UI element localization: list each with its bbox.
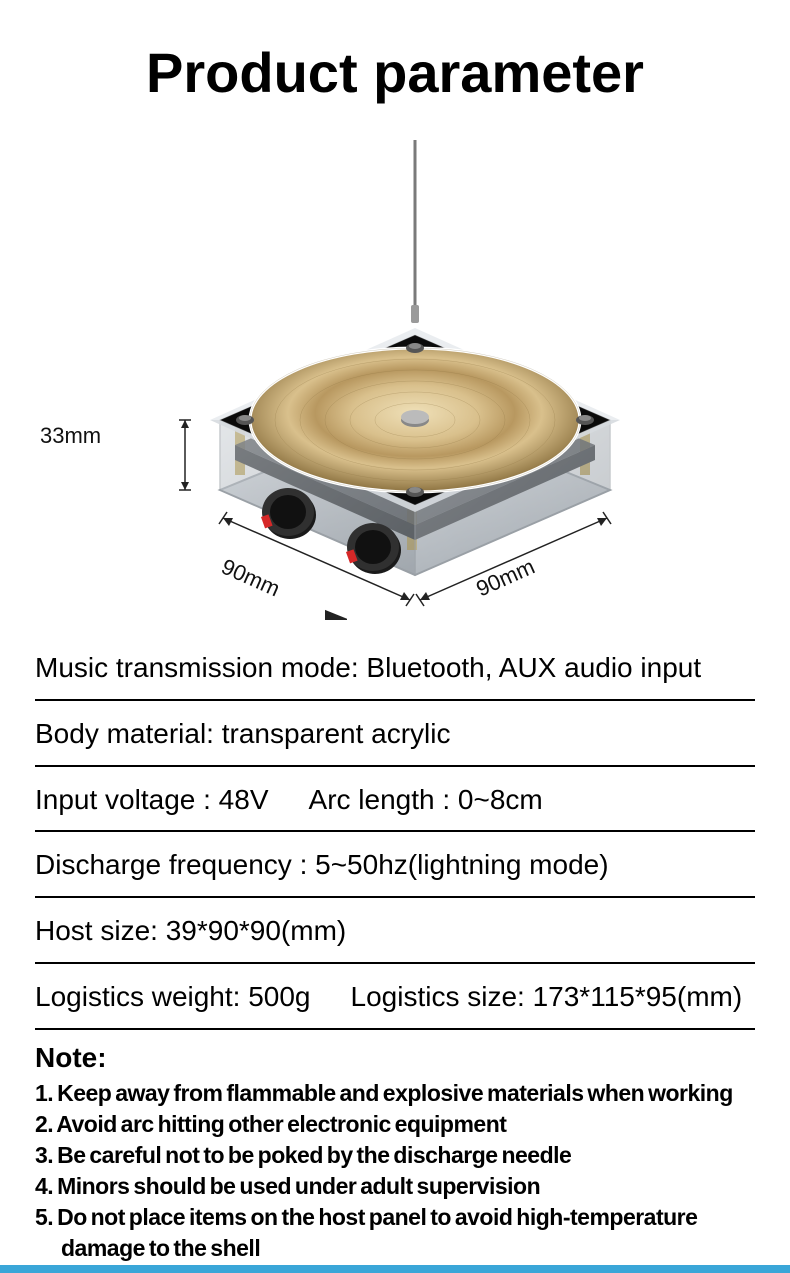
spec-cell: Input voltage : 48V xyxy=(35,781,269,819)
note-item: Be careful not to be poked by the discha… xyxy=(35,1140,755,1171)
spec-row: Logistics weight: 500g Logistics size: 17… xyxy=(35,964,755,1030)
spec-row: Music transmission mode: Bluetooth, AUX … xyxy=(35,635,755,701)
spec-cell: Logistics size: 173*115*95(mm) xyxy=(351,978,743,1016)
note-list: Keep away from flammable and explosive m… xyxy=(35,1078,755,1264)
spec-cell: Music transmission mode: Bluetooth, AUX … xyxy=(35,649,701,687)
spec-cell: Logistics weight: 500g xyxy=(35,978,311,1016)
spec-row: Input voltage : 48V Arc length : 0~8cm xyxy=(35,767,755,833)
note-item: Avoid arc hitting other electronic equip… xyxy=(35,1109,755,1140)
note-title: Note: xyxy=(35,1042,755,1074)
note-item: Keep away from flammable and explosive m… xyxy=(35,1078,755,1109)
spec-cell: Body material: transparent acrylic xyxy=(35,715,451,753)
spec-cell: Host size: 39*90*90(mm) xyxy=(35,912,346,950)
spec-cell: Discharge frequency : 5~50hz(lightning m… xyxy=(35,846,609,884)
spec-row: Host size: 39*90*90(mm) xyxy=(35,898,755,964)
page-title: Product parameter xyxy=(0,0,790,125)
accent-bar xyxy=(0,1265,790,1273)
spec-table: Music transmission mode: Bluetooth, AUX … xyxy=(0,635,790,1030)
product-diagram: 33mm 90mm 90mm xyxy=(0,125,790,635)
note-item: Minors should be used under adult superv… xyxy=(35,1171,755,1202)
device-illustration xyxy=(115,120,675,620)
notes-section: Note: Keep away from flammable and explo… xyxy=(0,1030,790,1264)
spec-row: Body material: transparent acrylic xyxy=(35,701,755,767)
spec-row: Discharge frequency : 5~50hz(lightning m… xyxy=(35,832,755,898)
note-item: Do not place items on the host panel to … xyxy=(35,1202,755,1264)
spec-cell: Arc length : 0~8cm xyxy=(309,781,543,819)
dimension-height: 33mm xyxy=(40,423,101,449)
